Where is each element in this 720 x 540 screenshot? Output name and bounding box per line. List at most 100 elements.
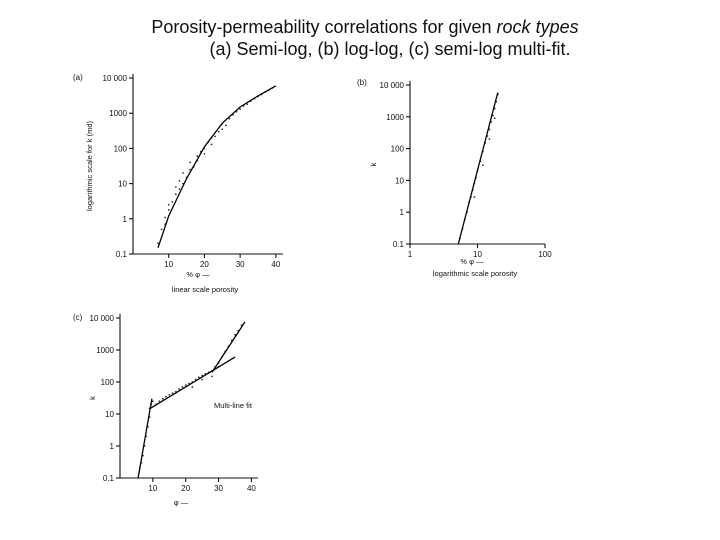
data-point bbox=[189, 161, 192, 164]
data-point bbox=[488, 138, 491, 140]
fit-line bbox=[211, 321, 246, 373]
x-axis-label: φ — bbox=[174, 498, 189, 507]
panel-label: (c) bbox=[73, 313, 83, 322]
data-point bbox=[164, 216, 167, 219]
data-point bbox=[221, 128, 224, 131]
fit-line bbox=[157, 85, 277, 249]
x-axis-label: % φ — bbox=[186, 270, 210, 279]
data-point bbox=[211, 375, 213, 378]
y-axis-label: logarithmic scale for k (md) bbox=[85, 120, 94, 211]
x-tick-label: 20 bbox=[181, 484, 190, 493]
data-point bbox=[160, 228, 163, 231]
fit-annotation: Multi-line fit bbox=[214, 401, 253, 410]
data-point bbox=[493, 117, 496, 120]
data-point bbox=[201, 374, 204, 377]
data-point bbox=[191, 386, 194, 388]
data-point bbox=[167, 203, 170, 206]
x-tick-label: 10 bbox=[473, 250, 482, 259]
data-point bbox=[492, 114, 494, 117]
y-tick-label: 0.1 bbox=[116, 250, 128, 259]
y-tick-label: 1 bbox=[110, 442, 115, 451]
data-point bbox=[158, 400, 161, 403]
x-tick-label: 30 bbox=[236, 260, 245, 269]
panel-label: (a) bbox=[73, 73, 83, 82]
data-point bbox=[194, 378, 197, 381]
data-point bbox=[196, 155, 199, 158]
data-point bbox=[203, 152, 206, 155]
data-point bbox=[157, 242, 159, 245]
x-tick-label: 1 bbox=[408, 250, 413, 259]
x-axis-label: % φ — bbox=[460, 257, 484, 266]
data-point bbox=[246, 103, 249, 106]
y-tick-label: 0.1 bbox=[393, 240, 405, 249]
data-point bbox=[481, 164, 484, 167]
fit-line bbox=[149, 356, 236, 409]
data-point bbox=[161, 397, 164, 400]
y-tick-label: 100 bbox=[391, 145, 405, 154]
fit-line bbox=[137, 398, 153, 479]
chart-panel-2: 0.1 1 10 100 1000 10 000 10 20 30 40 (c) k φ — Multi-… bbox=[73, 313, 258, 507]
y-tick-label: 1000 bbox=[386, 113, 404, 122]
x-axis-sublabel: logarithmic scale porosity bbox=[433, 269, 517, 278]
title-line-2: (a) Semi-log, (b) log-log, (c) semi-log … bbox=[209, 39, 571, 59]
data-point bbox=[197, 376, 200, 379]
y-axis-label: k bbox=[369, 162, 378, 166]
panel-label: (b) bbox=[357, 78, 367, 87]
y-tick-label: 10 bbox=[395, 176, 404, 185]
data-point bbox=[151, 400, 154, 403]
data-point bbox=[171, 392, 174, 394]
y-tick-label: 100 bbox=[114, 144, 128, 153]
data-point bbox=[239, 108, 242, 111]
data-point bbox=[201, 378, 204, 381]
data-point bbox=[181, 386, 184, 388]
data-point bbox=[178, 179, 181, 182]
y-tick-label: 1 bbox=[400, 208, 405, 217]
y-tick-label: 1000 bbox=[96, 346, 114, 355]
y-tick-label: 10 bbox=[105, 410, 114, 419]
fit-line bbox=[457, 92, 499, 245]
title-italic-text: rock bbox=[496, 17, 531, 37]
data-point bbox=[174, 193, 177, 196]
data-point bbox=[224, 124, 227, 127]
data-point bbox=[171, 201, 174, 203]
data-point bbox=[210, 143, 213, 146]
y-tick-label: 100 bbox=[101, 378, 115, 387]
data-point bbox=[165, 395, 167, 398]
data-point bbox=[184, 384, 187, 387]
x-tick-label: 20 bbox=[200, 260, 209, 269]
x-tick-label: 30 bbox=[214, 484, 223, 493]
title-line-1: Porosity-permeability correlations for g… bbox=[0, 16, 720, 38]
y-axis-label: k bbox=[88, 396, 97, 400]
data-point bbox=[168, 393, 171, 396]
data-point bbox=[174, 186, 177, 188]
x-tick-label: 40 bbox=[247, 484, 256, 493]
x-tick-label: 40 bbox=[271, 260, 280, 269]
title-main-text: Porosity-permeability correlations for g… bbox=[151, 17, 492, 37]
data-point bbox=[234, 333, 236, 336]
chart-panel-0: 0.1 1 10 100 1000 10 000 10 20 30 40 (a) logarithmi… bbox=[73, 73, 283, 294]
x-axis-sublabel: linear scale porosity bbox=[172, 285, 239, 294]
data-point bbox=[178, 188, 181, 190]
data-point bbox=[214, 135, 217, 138]
y-tick-label: 1 bbox=[123, 215, 128, 224]
y-tick-label: 10 000 bbox=[380, 81, 405, 90]
data-point bbox=[217, 130, 220, 133]
y-tick-label: 1000 bbox=[109, 109, 127, 118]
y-tick-label: 10 000 bbox=[90, 314, 115, 323]
data-point bbox=[189, 168, 192, 171]
y-tick-label: 10 bbox=[118, 180, 127, 189]
data-point bbox=[473, 196, 476, 198]
data-point bbox=[178, 388, 181, 390]
title-end-text: types bbox=[535, 17, 579, 37]
data-point bbox=[167, 208, 170, 211]
x-tick-label: 100 bbox=[538, 250, 552, 259]
x-tick-label: 10 bbox=[148, 484, 157, 493]
y-tick-label: 10 000 bbox=[103, 74, 128, 83]
data-point bbox=[182, 172, 184, 174]
data-point bbox=[228, 117, 231, 120]
y-tick-label: 0.1 bbox=[103, 474, 115, 483]
slide-title: Porosity-permeability correlations for g… bbox=[0, 16, 720, 60]
x-tick-label: 10 bbox=[164, 260, 173, 269]
